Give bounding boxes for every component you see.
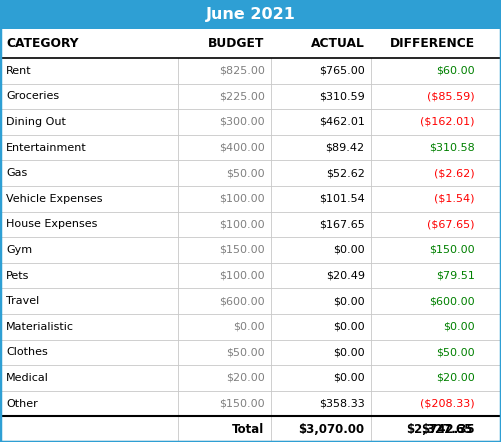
Text: $52.62: $52.62: [326, 168, 365, 178]
Text: Medical: Medical: [6, 373, 49, 383]
Text: $100.00: $100.00: [219, 219, 265, 229]
Text: ($208.33): ($208.33): [420, 399, 475, 408]
Text: $150.00: $150.00: [219, 245, 265, 255]
Text: $50.00: $50.00: [226, 168, 265, 178]
Text: $20.00: $20.00: [436, 373, 475, 383]
Text: Rent: Rent: [6, 66, 32, 76]
Text: June 2021: June 2021: [205, 7, 296, 22]
Text: $0.00: $0.00: [333, 245, 365, 255]
Text: $100.00: $100.00: [219, 271, 265, 281]
Text: $765.00: $765.00: [319, 66, 365, 76]
Text: Groceries: Groceries: [6, 91, 59, 101]
Text: $20.49: $20.49: [326, 271, 365, 281]
Text: $100.00: $100.00: [219, 194, 265, 204]
Text: Dining Out: Dining Out: [6, 117, 66, 127]
Text: Other: Other: [6, 399, 38, 408]
Text: $150.00: $150.00: [219, 399, 265, 408]
Text: CATEGORY: CATEGORY: [6, 37, 79, 50]
Text: $600.00: $600.00: [429, 296, 475, 306]
Text: $101.54: $101.54: [319, 194, 365, 204]
Text: Materialistic: Materialistic: [6, 322, 74, 332]
Text: Travel: Travel: [6, 296, 39, 306]
Text: Pets: Pets: [6, 271, 30, 281]
Text: $358.33: $358.33: [319, 399, 365, 408]
Text: Total: Total: [232, 423, 265, 436]
Text: $50.00: $50.00: [226, 347, 265, 358]
Text: Clothes: Clothes: [6, 347, 48, 358]
Text: $825.00: $825.00: [218, 66, 265, 76]
Text: $20.00: $20.00: [226, 373, 265, 383]
Text: $300.00: $300.00: [219, 117, 265, 127]
Text: Entertainment: Entertainment: [6, 142, 87, 152]
Text: $150.00: $150.00: [429, 245, 475, 255]
Text: Gym: Gym: [6, 245, 32, 255]
Text: $400.00: $400.00: [219, 142, 265, 152]
Text: House Expenses: House Expenses: [6, 219, 97, 229]
Text: BUDGET: BUDGET: [208, 37, 265, 50]
Bar: [0, 0, 501, 29]
Text: $310.58: $310.58: [429, 142, 475, 152]
Text: $0.00: $0.00: [333, 296, 365, 306]
Text: $0.00: $0.00: [333, 347, 365, 358]
Text: $3,070.00: $3,070.00: [299, 423, 365, 436]
Text: Gas: Gas: [6, 168, 27, 178]
Text: $462.01: $462.01: [319, 117, 365, 127]
Bar: [0, 29, 501, 58]
Text: $0.00: $0.00: [333, 373, 365, 383]
Text: $310.59: $310.59: [319, 91, 365, 101]
Text: ($85.59): ($85.59): [427, 91, 475, 101]
Text: Vehicle Expenses: Vehicle Expenses: [6, 194, 103, 204]
Text: ($1.54): ($1.54): [434, 194, 475, 204]
Text: $50.00: $50.00: [436, 347, 475, 358]
Text: $225.00: $225.00: [218, 91, 265, 101]
Text: $600.00: $600.00: [219, 296, 265, 306]
Text: ACTUAL: ACTUAL: [311, 37, 365, 50]
Text: $0.00: $0.00: [443, 322, 475, 332]
Text: ($2.62): ($2.62): [434, 168, 475, 178]
Text: $0.00: $0.00: [333, 322, 365, 332]
Text: $79.51: $79.51: [436, 271, 475, 281]
Text: DIFFERENCE: DIFFERENCE: [390, 37, 475, 50]
Text: $2,327.65: $2,327.65: [406, 423, 472, 436]
Text: $0.00: $0.00: [233, 322, 265, 332]
Text: ($67.65): ($67.65): [427, 219, 475, 229]
Text: $167.65: $167.65: [319, 219, 365, 229]
Text: $742.35: $742.35: [421, 423, 475, 436]
Text: $60.00: $60.00: [436, 66, 475, 76]
Text: ($162.01): ($162.01): [420, 117, 475, 127]
Text: $89.42: $89.42: [326, 142, 365, 152]
